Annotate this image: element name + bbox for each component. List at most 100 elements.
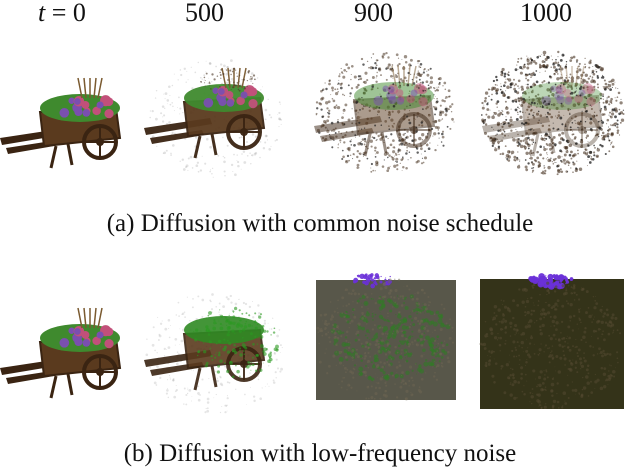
noise-particle [429,80,434,84]
noise-particle [251,154,253,156]
noise-particle [500,299,502,301]
noise-particle [377,114,379,116]
noise-particle [205,60,207,62]
noise-particle [406,146,408,149]
noise-particle [422,303,424,305]
noise-particle [484,320,487,323]
noise-particle [502,129,505,132]
noise-particle [390,155,393,158]
noise-particle [199,169,203,172]
noise-particle [592,65,594,67]
noise-particle [423,361,429,367]
noise-particle [539,71,541,73]
noise-particle [391,332,394,335]
noise-particle [374,170,376,172]
noise-particle [409,135,412,137]
noise-particle [576,160,578,162]
noise-particle [498,320,501,323]
noise-particle [414,292,416,295]
noise-particle [561,345,565,349]
noise-particle [550,66,552,68]
noise-particle [502,110,504,112]
noise-particle [525,313,527,315]
noise-particle [411,78,414,81]
noise-particle [550,351,552,354]
noise-particle [584,57,586,60]
noise-particle [430,320,435,324]
flower-blossom [406,94,415,104]
noise-particle [229,294,232,298]
noise-particle [250,362,252,364]
noise-particle [236,154,238,156]
noise-particle [215,65,217,68]
noise-particle [377,377,379,379]
noise-particle [524,159,527,161]
noise-particle [163,347,166,351]
noise-particle [243,325,248,329]
noise-particle [569,126,572,129]
noise-particle [338,143,340,144]
noise-particle [371,315,374,318]
noise-particle [257,304,260,307]
noise-particle [357,338,361,342]
plant-sprig [93,77,97,99]
noise-particle [502,312,505,316]
noise-particle [594,380,598,384]
noise-particle [537,393,541,397]
noise-particle [327,364,331,368]
noise-particle [370,395,374,400]
noise-particle [535,319,538,322]
noise-particle [443,351,448,355]
noise-particle [617,87,619,89]
noise-particle [614,316,618,320]
noise-particle [573,299,576,301]
noise-particle [328,109,331,113]
noise-particle [482,122,485,125]
noise-particle [351,108,353,110]
noise-particle [564,125,567,128]
noise-particle [360,342,363,345]
noise-particle [325,101,329,105]
noise-particle [232,321,236,325]
noise-particle [547,165,551,170]
noise-particle [350,139,352,141]
noise-particle [526,310,530,315]
noise-particle [591,71,594,74]
noise-particle [547,102,551,106]
noise-particle [587,140,589,142]
noise-particle [338,383,340,385]
noise-particle [538,119,540,121]
noise-particle [519,115,523,119]
noise-particle [511,383,515,387]
noise-particle [544,70,546,72]
noise-particle [598,135,600,138]
noise-particle [590,107,593,111]
noise-particle [555,321,559,325]
noise-particle [443,81,447,85]
noise-particle [395,53,399,57]
noise-particle [532,393,534,394]
noise-particle [252,82,254,84]
noise-particle [595,69,597,71]
noise-particle [390,133,393,136]
noise-particle [525,77,528,80]
noise-particle [512,138,516,142]
noise-particle [544,139,546,142]
noise-particle [166,388,169,390]
noise-particle [533,304,535,306]
noise-particle [548,128,550,130]
noise-particle [441,132,444,136]
noise-particle [270,116,273,119]
noise-particle [350,73,352,76]
noise-particle [443,340,446,342]
noise-particle [535,70,538,72]
noise-particle [419,338,423,341]
noise-particle [399,340,401,343]
noise-particle [268,113,271,116]
noise-particle [374,153,376,155]
noise-particle [609,374,613,377]
noise-particle [502,137,504,139]
noise-particle [355,101,358,105]
noise-particle [334,350,340,356]
noise-particle [611,82,615,86]
